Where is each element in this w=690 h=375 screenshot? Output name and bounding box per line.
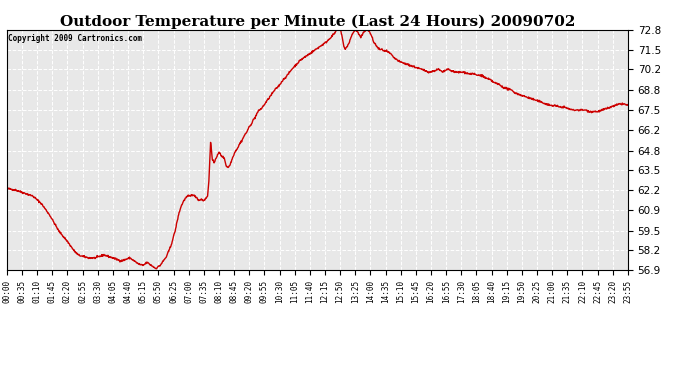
Title: Outdoor Temperature per Minute (Last 24 Hours) 20090702: Outdoor Temperature per Minute (Last 24 …: [60, 15, 575, 29]
Text: Copyright 2009 Cartronics.com: Copyright 2009 Cartronics.com: [8, 34, 142, 43]
